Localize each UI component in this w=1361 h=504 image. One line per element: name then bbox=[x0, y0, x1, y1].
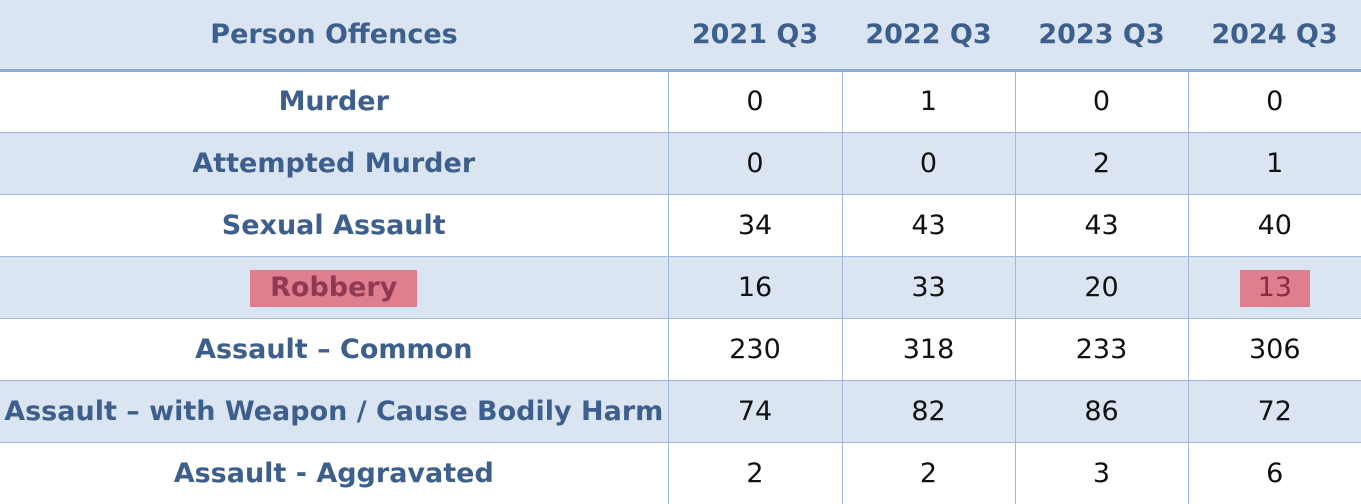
column-header-2024-q3: 2024 Q3 bbox=[1188, 0, 1361, 72]
table-cell: 6 bbox=[1187, 441, 1361, 504]
table-cell: 43 bbox=[1014, 193, 1188, 256]
table-row: Assault – with Weapon / Cause Bodily Har… bbox=[0, 379, 1361, 442]
table-cell: 0 bbox=[667, 131, 842, 194]
table-cell: 16 bbox=[667, 255, 842, 318]
table-row: Sexual Assault 34 43 43 40 bbox=[0, 193, 1361, 256]
table-cell: 0 bbox=[667, 69, 842, 132]
column-header-2023-q3: 2023 Q3 bbox=[1015, 0, 1188, 72]
row-label: Assault – Common bbox=[0, 317, 668, 380]
table-cell: 2 bbox=[1014, 131, 1188, 194]
column-header-2022-q3: 2022 Q3 bbox=[842, 0, 1015, 72]
row-label: Murder bbox=[0, 69, 668, 132]
row-label: Sexual Assault bbox=[0, 193, 668, 256]
table-row: Attempted Murder 0 0 2 1 bbox=[0, 131, 1361, 194]
table-cell: 74 bbox=[667, 379, 842, 442]
table-cell: 306 bbox=[1187, 317, 1361, 380]
row-label: Assault – with Weapon / Cause Bodily Har… bbox=[0, 379, 668, 442]
highlight-mark: Robbery bbox=[250, 269, 418, 307]
table-cell: 318 bbox=[841, 317, 1015, 380]
table-header-row: Person Offences 2021 Q3 2022 Q3 2023 Q3 … bbox=[0, 0, 1361, 72]
row-label: Robbery bbox=[0, 255, 668, 318]
table-cell: 230 bbox=[667, 317, 842, 380]
table-cell: 40 bbox=[1187, 193, 1361, 256]
table-row: Assault - Aggravated 2 2 3 6 bbox=[0, 441, 1361, 504]
table-cell: 72 bbox=[1187, 379, 1361, 442]
table-cell: 20 bbox=[1014, 255, 1188, 318]
table-cell: 2 bbox=[841, 441, 1015, 504]
table-cell: 0 bbox=[1187, 69, 1361, 132]
row-label: Attempted Murder bbox=[0, 131, 668, 194]
table-cell: 13 bbox=[1187, 255, 1361, 318]
table-cell: 86 bbox=[1014, 379, 1188, 442]
table-cell: 1 bbox=[841, 69, 1015, 132]
table-cell: 43 bbox=[841, 193, 1015, 256]
table-cell: 3 bbox=[1014, 441, 1188, 504]
table-cell: 0 bbox=[841, 131, 1015, 194]
table-row: Robbery 16 33 20 13 bbox=[0, 255, 1361, 318]
table-cell: 1 bbox=[1187, 131, 1361, 194]
table-cell: 82 bbox=[841, 379, 1015, 442]
table-cell: 0 bbox=[1014, 69, 1188, 132]
table-cell: 2 bbox=[667, 441, 842, 504]
column-header-2021-q3: 2021 Q3 bbox=[668, 0, 842, 72]
column-header-offence: Person Offences bbox=[0, 0, 668, 72]
table-cell: 233 bbox=[1014, 317, 1188, 380]
table-row: Murder 0 1 0 0 bbox=[0, 69, 1361, 132]
highlight-mark: 13 bbox=[1239, 269, 1310, 307]
table-cell: 34 bbox=[667, 193, 842, 256]
table-row: Assault – Common 230 318 233 306 bbox=[0, 317, 1361, 380]
table-cell: 33 bbox=[841, 255, 1015, 318]
row-label: Assault - Aggravated bbox=[0, 441, 668, 504]
